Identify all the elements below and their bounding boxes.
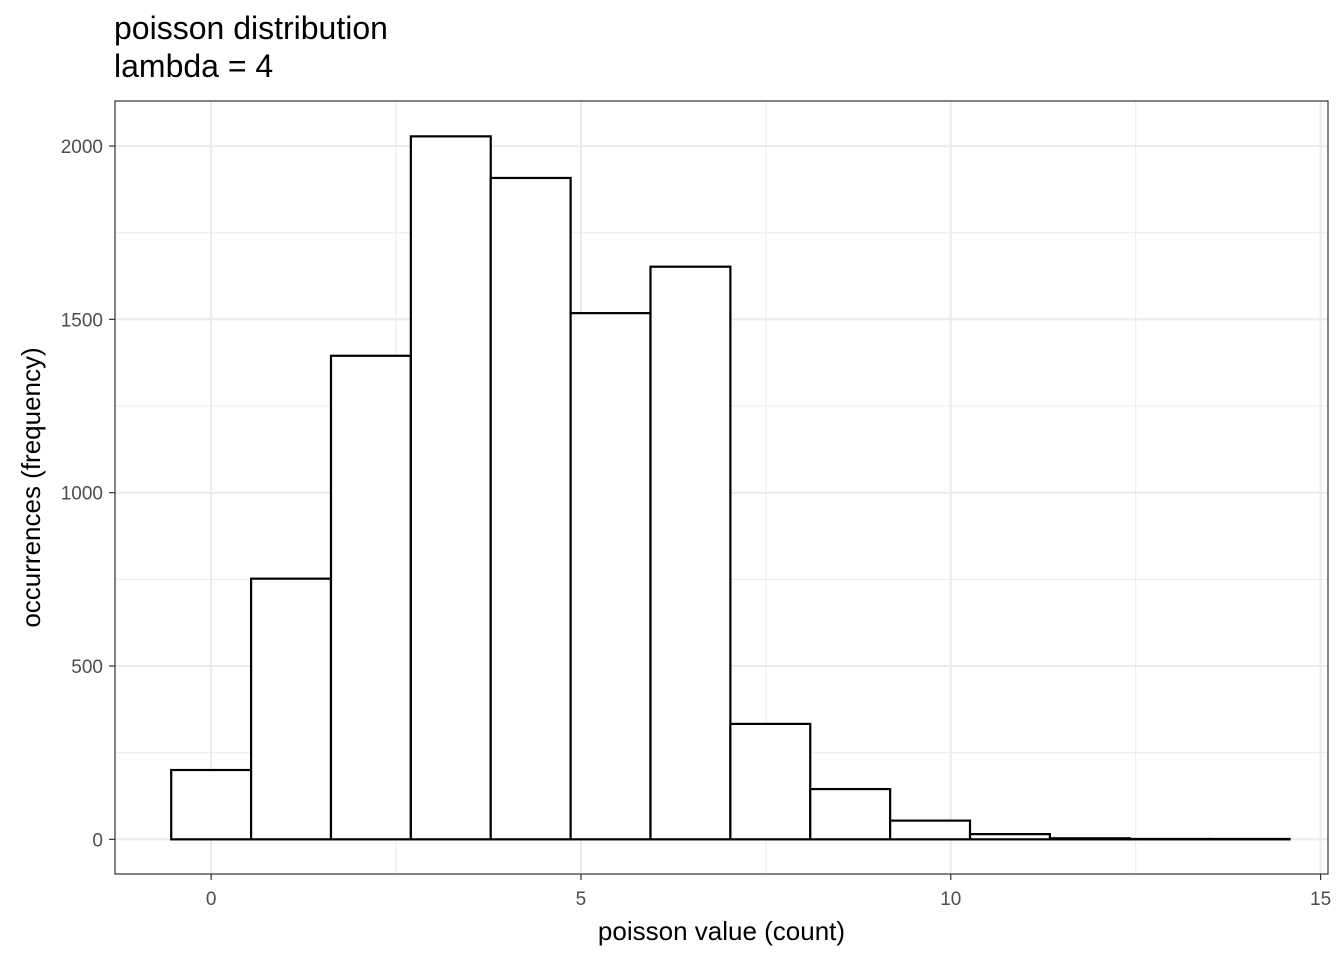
histogram-bars — [170, 135, 1291, 841]
x-axis-title: poisson value (count) — [598, 916, 845, 946]
y-tick-label: 2000 — [61, 137, 103, 158]
histogram-bar — [329, 354, 412, 841]
histogram-bar — [249, 577, 333, 841]
x-tick-label: 0 — [206, 889, 217, 910]
histogram-bar — [809, 787, 892, 841]
histogram-bar — [649, 265, 732, 841]
histogram-bar — [968, 833, 1051, 841]
x-tick-label: 10 — [940, 889, 961, 910]
y-tick-label: 0 — [92, 830, 103, 851]
histogram-bar — [170, 768, 253, 841]
y-tick-label: 500 — [71, 657, 103, 678]
y-axis-ticks: 0 500 1000 1500 2000 — [61, 137, 115, 851]
x-axis-ticks: 0 5 10 15 — [206, 874, 1331, 910]
histogram-bar — [409, 135, 492, 841]
y-tick-label: 1500 — [61, 310, 103, 331]
y-tick-label: 1000 — [61, 484, 103, 505]
histogram-bar — [729, 722, 812, 841]
x-tick-label: 15 — [1310, 889, 1331, 910]
chart-subtitle: lambda = 4 — [114, 48, 274, 84]
histogram-bar — [569, 312, 652, 841]
x-tick-label: 5 — [576, 889, 587, 910]
histogram-bar — [489, 176, 572, 841]
chart-title: poisson distribution — [114, 10, 388, 46]
y-axis-title: occurrences (frequency) — [16, 347, 46, 627]
panel-border — [114, 100, 1329, 875]
histogram-bar — [1048, 837, 1131, 841]
histogram-bar — [889, 819, 972, 841]
